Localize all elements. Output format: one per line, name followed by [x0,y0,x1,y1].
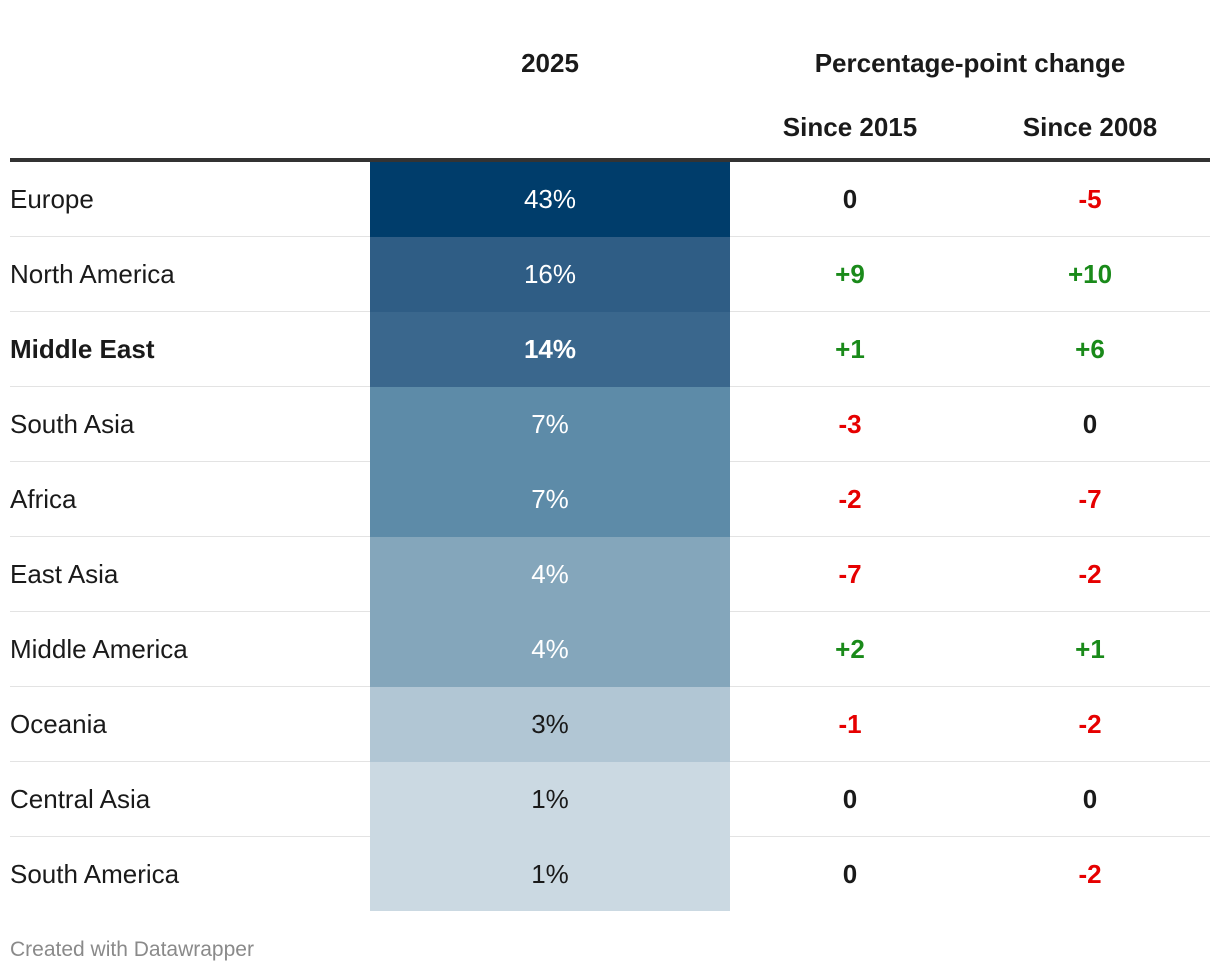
table-row: North America 16% +9 +10 [10,237,1210,312]
table-row: Middle America 4% +2 +1 [10,612,1210,687]
change-since-2008-cell: 0 [1082,783,1098,814]
region-label: South Asia [10,408,135,439]
change-since-2015-cell: -1 [838,708,862,739]
table-row: Oceania 3% -1 -2 [10,687,1210,762]
header-row-bottom: Since 2015 Since 2008 [10,100,1210,162]
change-since-2015-cell: +9 [835,258,865,289]
table-body: Europe 43% 0 -5 North America 16% +9 +10 Middle … [10,162,1210,911]
region-label: Africa [10,483,77,514]
region-label: North America [10,258,175,289]
change-since-2015-cell: +1 [835,333,865,364]
change-since-2008-cell: -7 [1078,483,1102,514]
change-since-2008-cell: +6 [1075,333,1105,364]
change-since-2008-cell: 0 [1082,408,1098,439]
region-label: East Asia [10,558,119,589]
share-2025-cell: 4% [370,537,730,612]
column-group-header-change: Percentage-point change [814,47,1126,78]
region-label: Central Asia [10,783,151,814]
table-row: South America 1% 0 -2 [10,837,1210,911]
share-2025-cell: 7% [370,462,730,537]
change-since-2008-cell: +10 [1067,258,1113,289]
change-since-2015-cell: -7 [838,558,862,589]
change-since-2015-cell: 0 [842,183,858,214]
table-row: Africa 7% -2 -7 [10,462,1210,537]
share-2025-cell: 7% [370,387,730,462]
column-header-since-2008[interactable]: Since 2008 [1022,111,1158,142]
share-2025-cell: 14% [370,312,730,387]
share-2025-cell: 3% [370,687,730,762]
change-since-2015-cell: 0 [842,858,858,889]
footer-credit[interactable]: Created with Datawrapper [10,938,254,961]
table-row: Central Asia 1% 0 0 [10,762,1210,837]
change-since-2008-cell: -2 [1078,558,1102,589]
change-since-2015-cell: -3 [838,408,862,439]
share-2025-cell: 1% [370,837,730,911]
change-since-2015-cell: 0 [842,783,858,814]
change-since-2015-cell: -2 [838,483,862,514]
table-row: South Asia 7% -3 0 [10,387,1210,462]
change-since-2008-cell: +1 [1075,633,1105,664]
header-row-top: 2025 Percentage-point change [10,0,1210,100]
share-2025-cell: 1% [370,762,730,837]
share-2025-cell: 4% [370,612,730,687]
share-2025-cell: 16% [370,237,730,312]
change-since-2008-cell: -2 [1078,858,1102,889]
region-label: Oceania [10,708,107,739]
region-label: Middle America [10,633,188,664]
change-since-2008-cell: -2 [1078,708,1102,739]
column-header-since-2015[interactable]: Since 2015 [782,111,918,142]
region-label: Middle East [10,333,155,364]
table-row: Europe 43% 0 -5 [10,162,1210,237]
region-label: Europe [10,183,94,214]
table-row: Middle East 14% +1 +6 [10,312,1210,387]
column-header-2025[interactable]: 2025 [521,47,579,78]
data-table: 2025 Percentage-point change Since 2015 … [10,0,1210,911]
change-since-2008-cell: -5 [1078,183,1102,214]
table-row: East Asia 4% -7 -2 [10,537,1210,612]
region-label: South America [10,858,180,889]
change-since-2015-cell: +2 [835,633,865,664]
share-2025-cell: 43% [370,162,730,237]
